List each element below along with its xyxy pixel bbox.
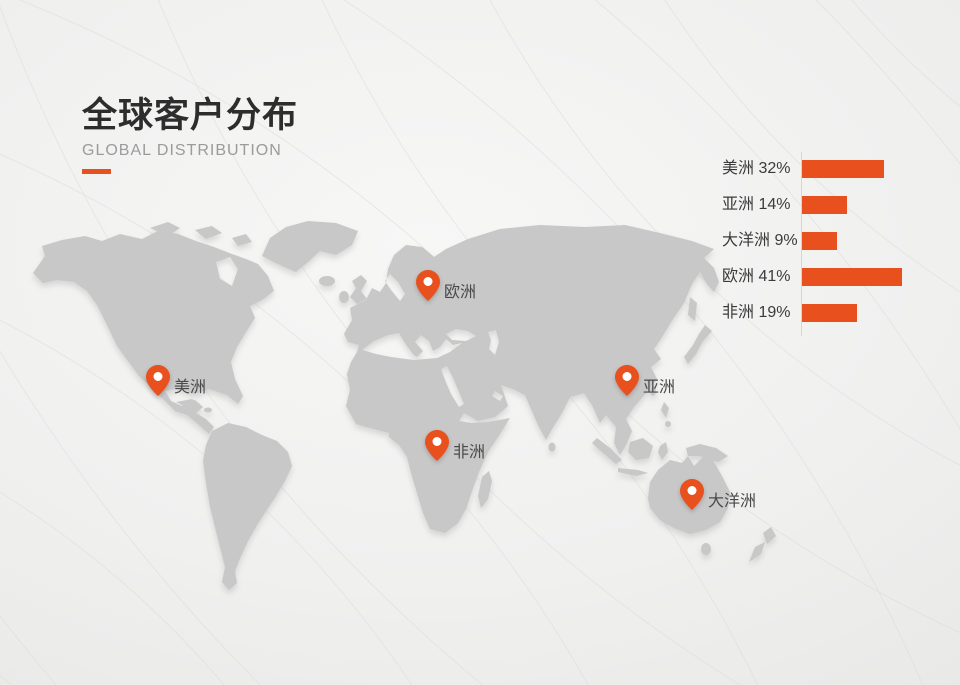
- map-pin-icon: [146, 365, 170, 396]
- map-pin-europe: [416, 270, 440, 301]
- accent-dash: [82, 169, 111, 175]
- map-pin-asia: [615, 365, 639, 396]
- map-pin-icon: [615, 365, 639, 396]
- map-pin-icon: [416, 270, 440, 301]
- page-title: 全球客户分布: [82, 96, 299, 135]
- legend-bar: [802, 268, 902, 286]
- map-pin-americas: [146, 365, 170, 396]
- island-greenland: [262, 221, 358, 272]
- map-pin-label: 非洲: [453, 444, 486, 461]
- legend-label: 非洲 19%: [722, 304, 791, 321]
- legend-label: 亚洲 14%: [722, 196, 791, 213]
- legend-label: 美洲 32%: [722, 160, 791, 177]
- legend-bar: [802, 160, 884, 178]
- map-pin-label: 欧洲: [444, 284, 477, 301]
- header: 全球客户分布 GLOBAL DISTRIBUTION: [82, 96, 299, 175]
- page-subtitle: GLOBAL DISTRIBUTION: [82, 142, 282, 160]
- island-japan: [684, 325, 712, 364]
- map-pin-icon: [680, 479, 704, 510]
- island-madagascar: [478, 471, 492, 508]
- legend-bar: [802, 304, 857, 322]
- continent-north-america: [33, 231, 274, 434]
- map-pin-oceania: [680, 479, 704, 510]
- island-new-zealand: [749, 527, 776, 562]
- map-pin-icon: [425, 430, 449, 461]
- map-pin-label: 大洋洲: [708, 493, 757, 510]
- chart-axis-line: [801, 152, 802, 336]
- legend-label: 欧洲 41%: [722, 268, 791, 285]
- island-britain: [350, 275, 367, 304]
- map-pin-africa: [425, 430, 449, 461]
- legend-bar: [802, 232, 837, 250]
- legend-label: 大洋洲 9%: [722, 232, 798, 249]
- map-pin-label: 亚洲: [643, 379, 676, 396]
- continent-south-america: [203, 423, 292, 590]
- legend-bar: [802, 196, 847, 214]
- map-pin-label: 美洲: [174, 379, 207, 396]
